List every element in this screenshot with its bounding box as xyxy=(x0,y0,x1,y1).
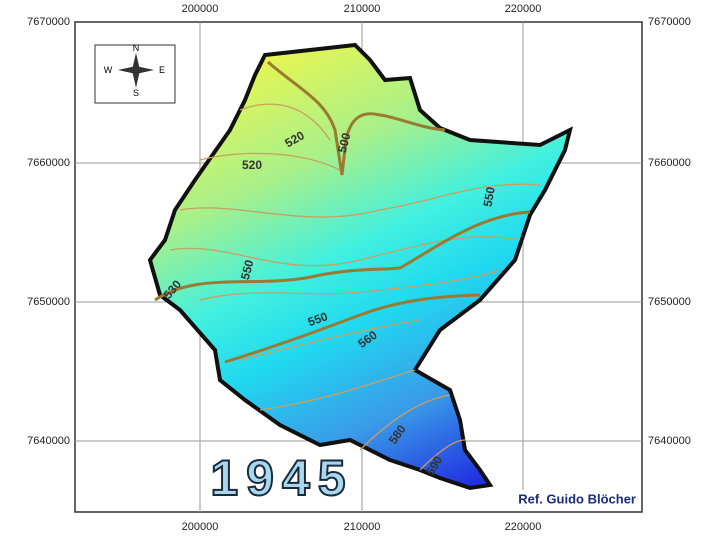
right-label: 7650000 xyxy=(648,296,691,308)
contour-label: 550 xyxy=(238,258,257,281)
compass: N S W E xyxy=(94,43,176,104)
contour-label: 550 xyxy=(481,185,498,207)
top-label: 210000 xyxy=(344,3,381,15)
right-label: 7640000 xyxy=(648,435,691,447)
contour-label: 520 xyxy=(242,158,262,172)
bottom-label: 210000 xyxy=(344,521,381,533)
compass-w: W xyxy=(104,65,113,75)
left-label: 7640000 xyxy=(27,435,70,447)
right-label: 7670000 xyxy=(648,16,691,28)
top-label: 200000 xyxy=(182,3,219,15)
right-label: 7660000 xyxy=(648,157,691,169)
year: 1945 xyxy=(210,450,353,506)
contours xyxy=(169,103,541,471)
left-label: 7650000 xyxy=(27,296,70,308)
reference-box xyxy=(490,490,640,510)
region xyxy=(147,42,573,491)
bottom-label: 200000 xyxy=(182,521,219,533)
contour-label: 500 xyxy=(335,131,354,154)
compass-n: N xyxy=(133,43,140,53)
left-label: 7670000 xyxy=(27,16,70,28)
top-label: 220000 xyxy=(505,3,542,15)
reference: Ref. Guido Blöcher xyxy=(518,491,636,506)
compass-e: E xyxy=(159,65,165,75)
contour-label: 550 xyxy=(306,309,330,329)
bottom-label: 220000 xyxy=(505,521,542,533)
major-contours xyxy=(154,60,531,364)
compass-s: S xyxy=(133,88,139,98)
left-label: 7660000 xyxy=(27,157,70,169)
